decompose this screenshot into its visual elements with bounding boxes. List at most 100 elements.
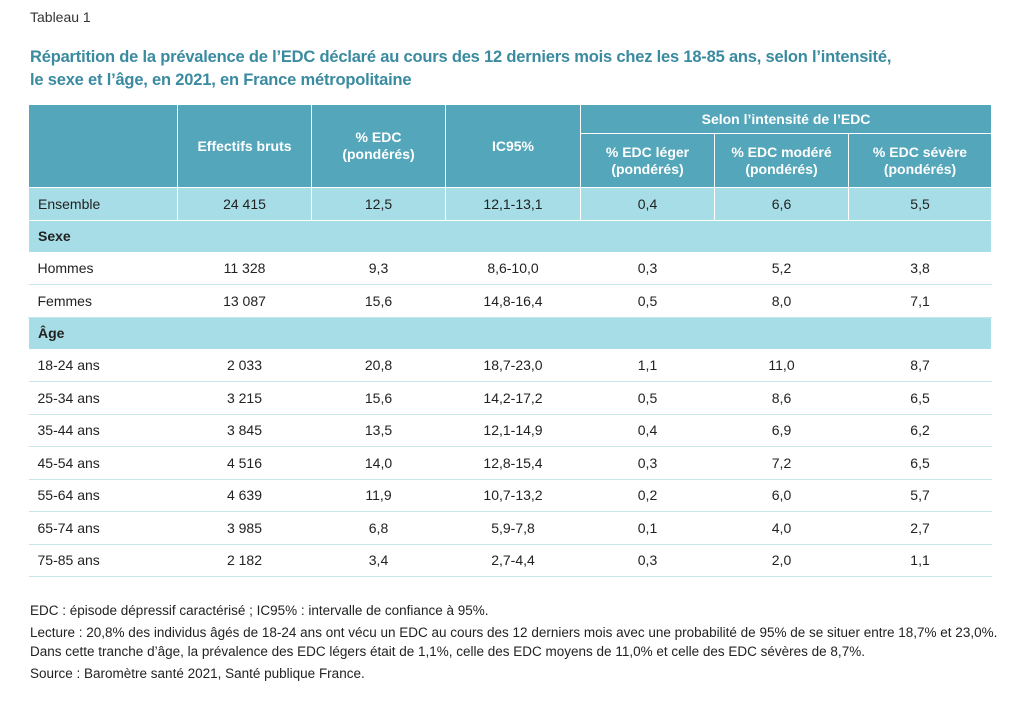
table-row: 65-74 ans 3 985 6,8 5,9-7,8 0,1 4,0 2,7 <box>28 511 993 545</box>
cell-leger: 0,4 <box>580 187 715 221</box>
cell-modere: 7,2 <box>714 446 849 480</box>
section-row-sexe: Sexe <box>27 219 993 253</box>
cell-effectifs: 3 985 <box>177 511 312 545</box>
cell-severe: 1,1 <box>847 543 993 577</box>
table-row: 35-44 ans 3 845 13,5 12,1-14,9 0,4 6,9 6… <box>28 413 993 447</box>
footnotes: EDC : épisode dépressif caractérisé ; IC… <box>30 601 1000 686</box>
cell-effectifs: 3 845 <box>177 413 312 447</box>
cell-edc: 12,5 <box>311 187 446 221</box>
prevalence-table: Effectifs bruts % EDC (pondérés) IC95% S… <box>27 104 993 577</box>
header-leger-text: % EDC léger (pondérés) <box>605 143 690 177</box>
cell-ic95: 5,9-7,8 <box>445 511 581 545</box>
table-label: Tableau 1 <box>30 9 91 25</box>
cell-modere: 2,0 <box>714 543 849 577</box>
cell-modere: 4,0 <box>714 511 849 545</box>
header-effectifs: Effectifs bruts <box>177 104 312 188</box>
cell-severe: 6,5 <box>847 381 993 415</box>
table-row: 75-85 ans 2 182 3,4 2,7-4,4 0,3 2,0 1,1 <box>28 543 993 577</box>
cell-modere: 6,6 <box>714 187 849 221</box>
cell-edc: 15,6 <box>311 284 446 318</box>
row-label: 35-44 ans <box>28 413 178 447</box>
cell-edc: 20,8 <box>311 348 446 382</box>
table-row: 18-24 ans 2 033 20,8 18,7-23,0 1,1 11,0 … <box>28 348 993 382</box>
header-severe-text: % EDC sévère (pondérés) <box>872 143 968 177</box>
cell-modere: 5,2 <box>714 251 849 285</box>
cell-effectifs: 2 182 <box>177 543 312 577</box>
cell-effectifs: 24 415 <box>177 187 312 221</box>
row-label: Ensemble <box>28 187 178 221</box>
cell-modere: 8,6 <box>714 381 849 415</box>
row-label: 18-24 ans <box>28 348 178 382</box>
title-line-1: Répartition de la prévalence de l’EDC dé… <box>30 48 892 66</box>
cell-edc: 11,9 <box>311 478 446 512</box>
row-label: Hommes <box>28 251 178 285</box>
row-label: 45-54 ans <box>28 446 178 480</box>
cell-leger: 0,5 <box>580 381 715 415</box>
row-label: Femmes <box>28 284 178 318</box>
cell-severe: 3,8 <box>847 251 993 285</box>
cell-severe: 5,5 <box>847 187 993 221</box>
header-modere: % EDC modéré (pondérés) <box>714 133 849 188</box>
header-leger: % EDC léger (pondérés) <box>580 133 715 188</box>
footnote-source: Source : Baromètre santé 2021, Santé pub… <box>30 666 365 681</box>
table-row-ensemble: Ensemble 24 415 12,5 12,1-13,1 0,4 6,6 5… <box>28 187 993 221</box>
section-label: Âge <box>27 316 993 350</box>
table-row: 45-54 ans 4 516 14,0 12,8-15,4 0,3 7,2 6… <box>28 446 993 480</box>
cell-ic95: 14,8-16,4 <box>445 284 581 318</box>
cell-ic95: 10,7-13,2 <box>445 478 581 512</box>
header-edc-text: % EDC (pondérés) <box>342 129 415 162</box>
header-severe: % EDC sévère (pondérés) <box>847 133 993 188</box>
row-label: 55-64 ans <box>28 478 178 512</box>
cell-leger: 0,3 <box>580 251 715 285</box>
table-row: 25-34 ans 3 215 15,6 14,2-17,2 0,5 8,6 6… <box>28 381 993 415</box>
cell-severe: 8,7 <box>847 348 993 382</box>
cell-ic95: 12,1-14,9 <box>445 413 581 447</box>
header-intensite: Selon l’intensité de l’EDC <box>579 104 993 134</box>
cell-edc: 9,3 <box>311 251 446 285</box>
cell-modere: 6,0 <box>714 478 849 512</box>
cell-severe: 6,5 <box>847 446 993 480</box>
cell-ic95: 2,7-4,4 <box>445 543 581 577</box>
cell-modere: 8,0 <box>714 284 849 318</box>
cell-effectifs: 2 033 <box>177 348 312 382</box>
row-label: 65-74 ans <box>28 511 178 545</box>
cell-leger: 0,5 <box>580 284 715 318</box>
cell-edc: 13,5 <box>311 413 446 447</box>
cell-leger: 0,3 <box>580 543 715 577</box>
cell-ic95: 18,7-23,0 <box>445 348 581 382</box>
section-row-age: Âge <box>27 316 993 350</box>
table-row: 55-64 ans 4 639 11,9 10,7-13,2 0,2 6,0 5… <box>28 478 993 512</box>
cell-edc: 6,8 <box>311 511 446 545</box>
cell-effectifs: 11 328 <box>177 251 312 285</box>
cell-ic95: 12,8-15,4 <box>445 446 581 480</box>
cell-edc: 3,4 <box>311 543 446 577</box>
cell-leger: 0,2 <box>580 478 715 512</box>
footnote-lecture: Lecture : 20,8% des individus âgés de 18… <box>30 625 998 659</box>
cell-edc: 14,0 <box>311 446 446 480</box>
cell-severe: 2,7 <box>847 511 993 545</box>
header-modere-text: % EDC modéré (pondérés) <box>731 143 832 177</box>
cell-leger: 0,1 <box>580 511 715 545</box>
cell-leger: 0,4 <box>580 413 715 447</box>
cell-leger: 0,3 <box>580 446 715 480</box>
table-title: Répartition de la prévalence de l’EDC dé… <box>30 46 1000 92</box>
cell-edc: 15,6 <box>311 381 446 415</box>
title-line-2: le sexe et l’âge, en 2021, en France mét… <box>30 71 412 89</box>
cell-effectifs: 4 639 <box>177 478 312 512</box>
cell-ic95: 12,1-13,1 <box>445 187 581 221</box>
row-label: 75-85 ans <box>28 543 178 577</box>
header-ic95: IC95% <box>445 104 581 188</box>
header-edc: % EDC (pondérés) <box>311 104 446 188</box>
cell-modere: 6,9 <box>714 413 849 447</box>
cell-leger: 1,1 <box>580 348 715 382</box>
table-row: Femmes 13 087 15,6 14,8-16,4 0,5 8,0 7,1 <box>28 284 993 318</box>
row-label: 25-34 ans <box>28 381 178 415</box>
table-row: Hommes 11 328 9,3 8,6-10,0 0,3 5,2 3,8 <box>28 251 993 285</box>
cell-effectifs: 13 087 <box>177 284 312 318</box>
cell-severe: 5,7 <box>847 478 993 512</box>
cell-effectifs: 4 516 <box>177 446 312 480</box>
cell-effectifs: 3 215 <box>177 381 312 415</box>
cell-ic95: 8,6-10,0 <box>445 251 581 285</box>
header-blank <box>28 104 178 188</box>
